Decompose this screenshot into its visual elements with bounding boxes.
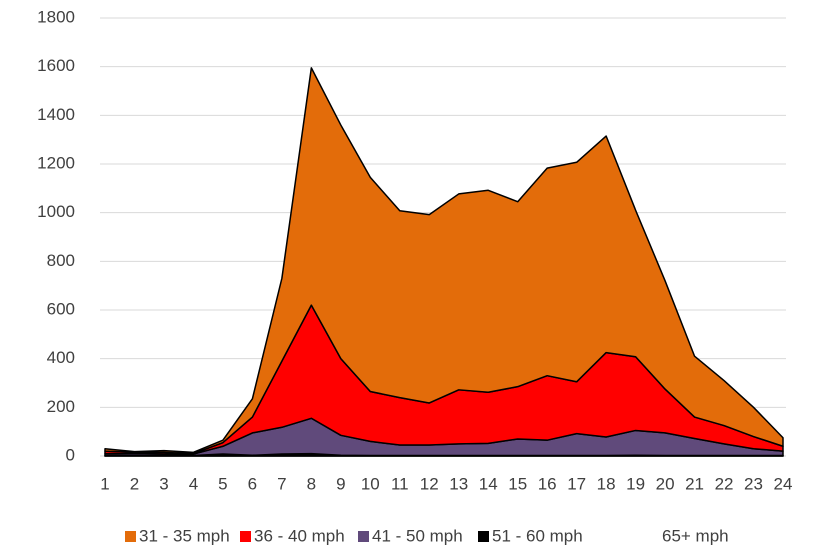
legend-label: 41 - 50 mph [372,526,463,545]
x-tick-label: 13 [449,474,468,493]
y-tick-label: 600 [47,299,75,318]
y-tick-label: 800 [47,251,75,270]
area [104,67,784,455]
y-tick-label: 400 [47,348,75,367]
legend-swatch [240,531,251,542]
x-tick-label: 5 [218,474,227,493]
x-tick-label: 19 [626,474,645,493]
legend-swatch [478,531,489,542]
y-tick-label: 0 [66,445,75,464]
y-tick-label: 1600 [37,56,75,75]
legend-label: 51 - 60 mph [492,526,583,545]
x-tick-label: 18 [597,474,616,493]
x-tick-label: 22 [715,474,734,493]
x-tick-label: 24 [774,474,793,493]
x-tick-label: 7 [277,474,286,493]
x-tick-label: 23 [744,474,763,493]
x-tick-label: 14 [479,474,498,493]
x-tick-label: 1 [100,474,109,493]
legend-label: 36 - 40 mph [254,526,345,545]
legend-label: 65+ mph [662,526,729,545]
x-tick-label: 10 [361,474,380,493]
y-tick-label: 1400 [37,105,75,124]
y-tick-label: 1800 [37,7,75,26]
y-tick-label: 1000 [37,202,75,221]
x-tick-label: 21 [685,474,704,493]
x-tick-label: 20 [656,474,675,493]
x-tick-label: 11 [391,474,409,493]
y-tick-label: 200 [47,397,75,416]
legend-swatch [648,531,659,542]
x-tick-label: 8 [307,474,316,493]
x-tick-label: 6 [248,474,257,493]
x-tick-label: 9 [336,474,345,493]
x-tick-label: 16 [538,474,557,493]
legend-swatch [125,531,136,542]
x-tick-label: 17 [567,474,586,493]
x-tick-label: 4 [189,474,198,493]
x-tick-label: 2 [130,474,139,493]
x-tick-label: 12 [420,474,439,493]
legend-label: 31 - 35 mph [139,526,230,545]
y-tick-label: 1200 [37,153,75,172]
x-tick-label: 15 [508,474,527,493]
legend-swatch [358,531,369,542]
x-tick-label: 3 [159,474,168,493]
